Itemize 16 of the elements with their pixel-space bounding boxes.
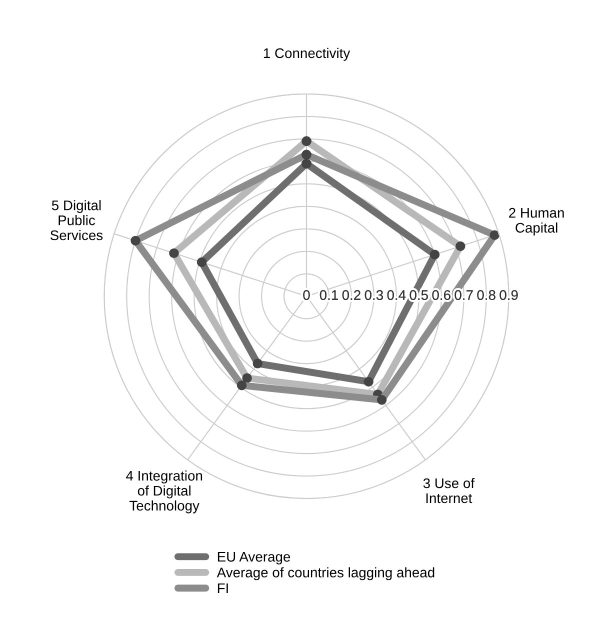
y-tick-label: 0.6	[432, 290, 450, 300]
y-tick-label: 0.4	[387, 290, 406, 300]
y-tick-label: 0	[303, 290, 310, 300]
legend-label: FI	[218, 583, 228, 594]
spoke-label: 4 Integration of Digital Technology	[126, 470, 202, 514]
spoke-label: 1 Connectivity	[264, 48, 350, 61]
y-tick-label: 0.3	[364, 290, 383, 300]
y-tick-label: 0.9	[500, 290, 518, 300]
legend-label: Average of countries lagging ahead	[216, 567, 434, 580]
spoke-label: 5 Digital Public Services	[50, 200, 103, 240]
y-tick-label: 0.2	[342, 290, 360, 300]
y-tick-label: 0.8	[477, 290, 496, 300]
y-tick-label: 0.1	[320, 290, 338, 300]
spoke-label: 3 Use of Internet	[423, 478, 475, 504]
spoke-label: 2 Human Capital	[509, 208, 564, 236]
legend-label: EU Average	[218, 552, 290, 564]
